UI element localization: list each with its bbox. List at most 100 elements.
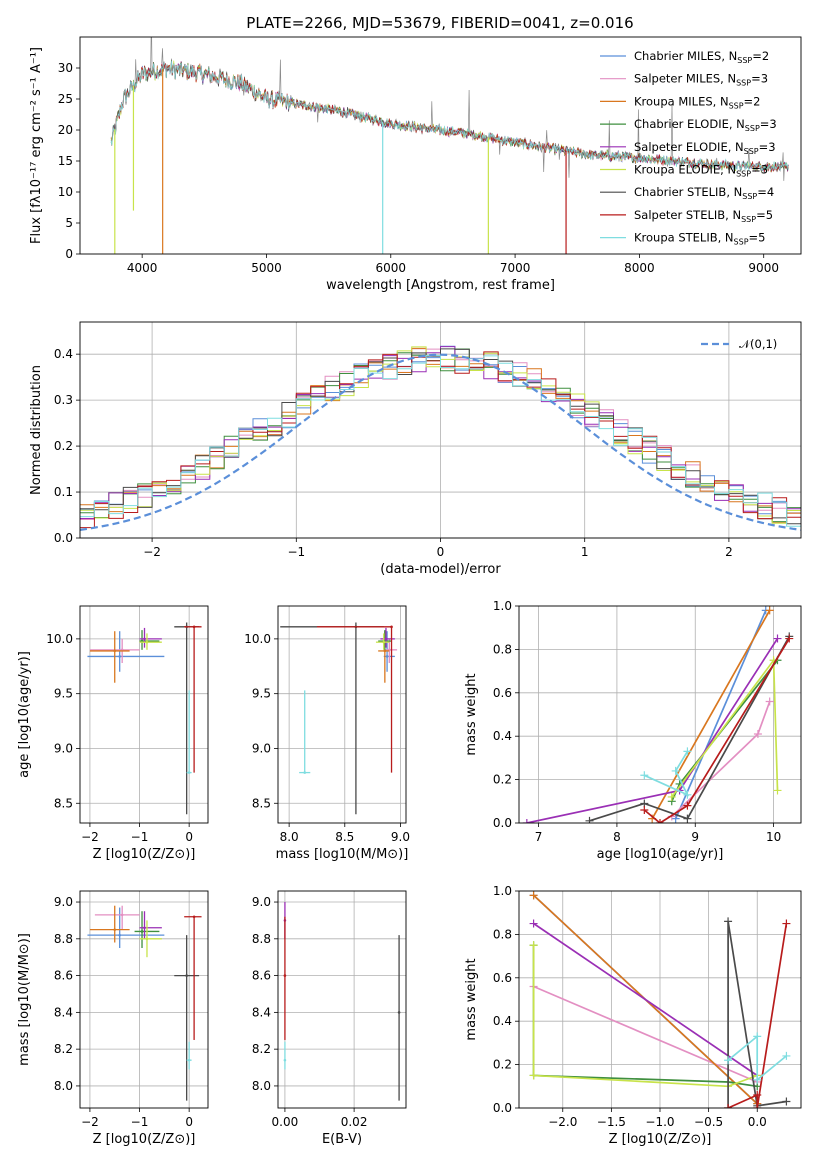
legend-nssp-subscript: SSP [741,215,756,224]
data-point [192,625,196,629]
y-tick-label: 0.0 [54,531,73,545]
x-tick-label: 4000 [127,261,158,275]
plot-area [80,345,801,531]
x-tick-label: 8.5 [335,830,354,844]
plus-marker [782,1097,791,1106]
histogram-step [80,355,801,527]
figure-title: PLATE=2266, MJD=53679, FIBERID=0041, z=0… [246,14,633,32]
x-tick-label: 6000 [376,261,407,275]
y-tick-label: 9.0 [54,741,73,755]
x-tick-label: 7 [535,830,543,844]
legend-nssp-value: =3 [760,117,777,131]
plus-marker [724,917,733,926]
x-axis-label: Z [log10(Z/Z⊙)] [93,1132,196,1147]
x-axis-label: Z [log10(Z/Z⊙)] [609,1132,712,1147]
x-tick-label: 9000 [748,261,779,275]
data-point [192,915,196,919]
legend-nssp-value: =3 [759,140,776,154]
plus-marker [529,919,538,928]
data-point [120,913,124,917]
data-point [187,771,191,774]
x-tick-label: −1 [131,830,149,844]
legend-label: Chabrier MILES, NSSP=2 [634,49,769,65]
axes-frame [79,321,802,539]
series-line [671,659,779,802]
x-axis-label: Z [log10(Z/Z⊙)] [93,847,196,862]
legend-label: Salpeter STELIB, NSSP=5 [634,208,773,224]
x-tick-label: 9 [691,830,699,844]
plus-marker [683,801,692,810]
x-tick-label: 5000 [251,261,282,275]
data-point [143,637,146,641]
y-tick-label: 9.0 [54,895,73,909]
legend-series-name: Chabrier MILES [634,49,721,63]
legend-nssp-subscript: SSP [744,147,759,156]
y-tick-label: 0.2 [493,773,512,787]
y-tick-label: 0.6 [493,971,512,985]
plot-area [280,622,398,815]
x-tick-label: 10 [766,830,781,844]
plus-marker [753,730,762,739]
x-tick-label: 8 [613,830,621,844]
series-line [532,945,758,1088]
legend-nssp-value: =5 [756,208,773,222]
data-point [187,1058,191,1062]
plot-area [87,905,202,1101]
legend-nssp-value: =3 [751,163,768,177]
x-tick-label: −1 [131,1115,149,1129]
plot-area [283,902,401,1101]
legend-nssp-prefix: , N [729,117,745,131]
legend-series-name: Salpeter ELODIE [634,140,728,154]
legend-nssp-prefix: , N [721,49,737,63]
data-point [384,637,388,641]
x-tick-label: 7000 [500,261,531,275]
y-axis-label: age [log10(age/yr)] [17,651,32,778]
y-tick-label: 0.2 [54,439,73,453]
y-tick-label: 8.6 [252,969,271,983]
plus-marker [773,786,782,795]
series-line [533,922,758,1077]
legend-series-name: Salpeter MILES [634,72,720,86]
y-tick-label: 15 [58,154,73,168]
age-vs-mass-panel: 8.0 8.5 9.0 8.5 9.0 9.5 10.0 mass [log10(M/M⊙)] [244,605,410,862]
plus-marker [753,1075,762,1084]
massweight-vs-age-panel: 7 8 9 10 0.0 0.2 0.4 0.6 0.8 1.0 age [log10(age/yr… [464,599,802,862]
plus-marker [656,819,664,823]
model-line-kroupa-stelib [110,61,789,172]
x-tick-label: −2 [143,545,161,559]
x-tick-label: 0.02 [341,1115,368,1129]
residual-histogram-panel: −2 −1 0 1 2 0.0 0.1 0.2 0.3 0.4 (data-model)/error… [29,321,802,577]
y-tick-label: 0.2 [493,1058,512,1072]
y-tick-label: 8.5 [54,796,73,810]
plus-marker [640,771,649,780]
x-tick-label: −0.5 [694,1115,723,1129]
age-vs-metallicity-panel: −2 −1 0 8.5 9.0 9.5 10.0 Z [log10(Z/Z⊙)] age [lo… [17,605,209,862]
legend-nssp-prefix: , N [718,231,734,245]
series-line [532,945,758,1088]
y-tick-label: 8.2 [54,1042,73,1056]
y-tick-label: 0.1 [54,485,73,499]
plus-marker [785,634,794,643]
y-tick-label: 10 [58,185,73,199]
data-point [143,926,146,930]
x-tick-label: 0 [437,545,445,559]
data-point [397,1011,401,1014]
y-axis-label: Normed distribution [29,365,44,495]
axes-frame [79,36,802,255]
series-line [727,1034,787,1082]
data-point [283,1058,287,1062]
axes-frame [277,605,407,824]
legend-nssp-value: =4 [757,185,774,199]
y-tick-label: 0.0 [493,1101,512,1115]
y-tick-label: 25 [58,92,73,106]
x-tick-label: −2 [81,1115,99,1129]
plus-marker [522,819,531,823]
legend-series-name: Kroupa ELODIE [634,163,720,177]
plus-marker [724,1104,733,1108]
legend-nssp-prefix: , N [720,163,736,177]
y-axis-label: mass [log10(M/M⊙)] [17,933,32,1066]
plus-marker [724,1056,733,1065]
data-point [113,649,117,653]
